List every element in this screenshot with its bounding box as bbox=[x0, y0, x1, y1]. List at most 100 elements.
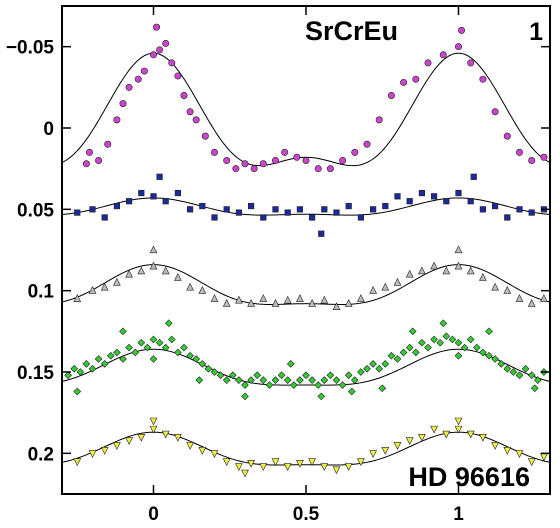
point-3-85 bbox=[439, 319, 448, 328]
point-2-13 bbox=[235, 295, 243, 304]
point-0-41 bbox=[491, 108, 499, 116]
point-2-5 bbox=[137, 266, 146, 275]
point-0-27 bbox=[314, 165, 322, 173]
point-3-59 bbox=[424, 343, 432, 352]
point-3-63 bbox=[448, 335, 457, 344]
point-1-13 bbox=[235, 209, 243, 216]
point-0-45 bbox=[540, 153, 548, 161]
point-0-34 bbox=[400, 78, 408, 86]
point-0-24 bbox=[281, 148, 289, 156]
point-3-74 bbox=[515, 371, 524, 380]
point-0-22 bbox=[259, 160, 267, 168]
point-2-18 bbox=[296, 294, 304, 302]
point-3-54 bbox=[393, 355, 402, 363]
point-0-25 bbox=[293, 153, 301, 161]
point-4-29 bbox=[430, 425, 438, 434]
point-4-30 bbox=[442, 430, 451, 439]
point-1-0 bbox=[74, 209, 81, 216]
point-3-69 bbox=[485, 351, 493, 360]
point-3-60 bbox=[430, 335, 438, 344]
point-3-81 bbox=[164, 319, 173, 328]
point-3-92 bbox=[149, 355, 158, 363]
point-1-28 bbox=[418, 189, 426, 197]
point-4-8 bbox=[174, 433, 182, 442]
point-2-39 bbox=[149, 245, 158, 254]
point-0-8 bbox=[150, 51, 158, 59]
fit-curves bbox=[61, 52, 551, 466]
point-3-46 bbox=[344, 371, 353, 380]
point-3-45 bbox=[338, 381, 347, 389]
point-3-24 bbox=[210, 368, 219, 376]
point-2-0 bbox=[73, 294, 82, 302]
point-4-25 bbox=[381, 446, 390, 455]
point-4-11 bbox=[210, 450, 219, 459]
point-3-37 bbox=[289, 381, 298, 389]
point-3-64 bbox=[454, 338, 463, 347]
point-1-20 bbox=[321, 206, 328, 213]
point-4-21 bbox=[332, 466, 341, 475]
point-4-39 bbox=[149, 417, 158, 426]
point-3-8 bbox=[113, 348, 121, 357]
point-3-52 bbox=[381, 360, 390, 368]
point-4-15 bbox=[259, 463, 268, 472]
point-0-1 bbox=[95, 157, 103, 165]
point-3-47 bbox=[350, 376, 359, 384]
point-3-34 bbox=[271, 376, 280, 384]
point-2-8 bbox=[174, 272, 182, 281]
point-0-48 bbox=[458, 26, 466, 34]
point-0-46 bbox=[82, 160, 90, 168]
point-3-20 bbox=[186, 351, 194, 360]
point-0-18 bbox=[223, 157, 231, 165]
point-2-40 bbox=[454, 245, 463, 254]
point-0-20 bbox=[241, 160, 249, 168]
point-3-51 bbox=[375, 364, 384, 373]
point-3-25 bbox=[216, 371, 225, 380]
point-0-29 bbox=[339, 157, 347, 165]
point-3-33 bbox=[265, 381, 274, 389]
point-1-16 bbox=[272, 206, 279, 213]
point-1-8 bbox=[174, 189, 182, 197]
point-0-17 bbox=[211, 148, 219, 156]
point-3-32 bbox=[259, 376, 268, 384]
point-1-40 bbox=[318, 230, 325, 237]
point-2-24 bbox=[369, 285, 377, 294]
point-3-61 bbox=[436, 338, 445, 347]
point-4-23 bbox=[357, 458, 365, 467]
point-1-37 bbox=[528, 209, 535, 216]
point-3-93 bbox=[454, 351, 463, 360]
chart-title: SrCrEu bbox=[305, 16, 398, 46]
panel-label: 1 bbox=[529, 18, 543, 46]
point-3-42 bbox=[320, 376, 329, 384]
fit-curve-2 bbox=[61, 264, 551, 305]
axis-ticks: 0 0.5 1 −0.05 0 0.05 0.1 0.15 0.2 bbox=[6, 6, 550, 525]
point-3-83 bbox=[317, 392, 326, 401]
point-0-37 bbox=[439, 51, 447, 59]
point-3-72 bbox=[503, 364, 512, 373]
point-3-66 bbox=[466, 335, 475, 344]
point-1-25 bbox=[382, 202, 389, 210]
point-3-39 bbox=[302, 371, 310, 380]
y-tick-label: −0.05 bbox=[6, 38, 55, 59]
point-4-16 bbox=[271, 458, 280, 467]
point-4-35 bbox=[503, 446, 512, 455]
point-3-31 bbox=[253, 371, 262, 380]
point-1-15 bbox=[260, 214, 267, 221]
point-0-7 bbox=[140, 67, 148, 75]
point-4-17 bbox=[283, 463, 292, 472]
point-1-24 bbox=[369, 206, 377, 213]
point-3-16 bbox=[161, 343, 170, 352]
point-3-82 bbox=[241, 392, 249, 401]
x-tick-label: 0 bbox=[148, 504, 159, 525]
point-3-3 bbox=[82, 360, 91, 368]
point-4-19 bbox=[308, 458, 316, 467]
point-2-10 bbox=[198, 285, 207, 294]
point-4-22 bbox=[344, 463, 353, 472]
point-4-33 bbox=[479, 433, 487, 442]
point-0-31 bbox=[363, 140, 371, 148]
point-2-28 bbox=[418, 266, 426, 275]
point-2-12 bbox=[222, 299, 231, 307]
point-2-15 bbox=[259, 294, 268, 302]
point-1-19 bbox=[308, 214, 316, 221]
point-0-30 bbox=[351, 148, 359, 156]
